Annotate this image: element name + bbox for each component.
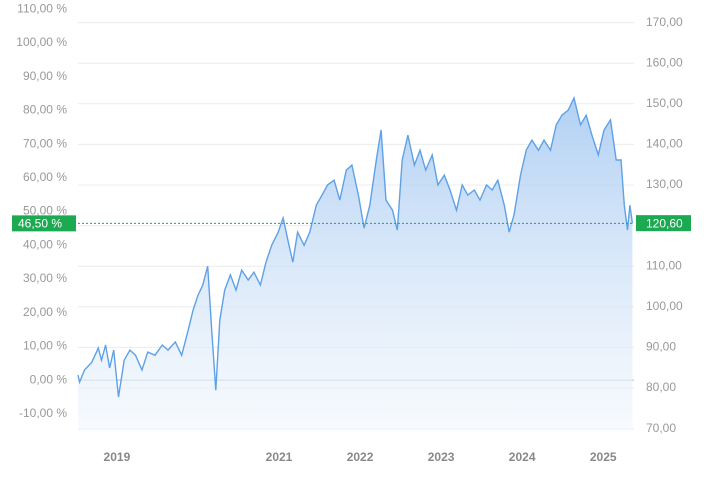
y-tick-label: 0,00 %: [30, 372, 68, 386]
y-tick-label: 60,00 %: [23, 170, 67, 184]
x-tick-label: 2023: [428, 450, 455, 464]
y2-tick-label: 130,00: [646, 177, 683, 191]
y-tick-label: 90,00 %: [23, 69, 67, 83]
y-tick-label: -10,00 %: [19, 406, 67, 420]
y2-tick-label: 80,00: [646, 380, 676, 394]
y2-tick-label: 110,00: [646, 258, 682, 272]
y-tick-label: 50,00 %: [23, 204, 67, 218]
price-line: [77, 95, 634, 398]
y2-tick-label: 100,00: [646, 299, 683, 313]
x-tick-label: 2019: [104, 450, 131, 464]
current-badge-y2: [636, 215, 691, 232]
y-tick-label: 100,00 %: [16, 35, 67, 49]
x-tick-label: 2022: [347, 450, 374, 464]
area: [78, 98, 633, 431]
y-tick-label: 70,00 %: [23, 136, 67, 150]
y-tick-label: 110,00 %: [17, 1, 67, 15]
y-tick-label: 10,00 %: [23, 339, 67, 353]
x-tick-label: 2021: [266, 450, 293, 464]
y-tick-label: 80,00 %: [23, 103, 67, 117]
current-label: 46,50 %: [18, 217, 62, 231]
current-label-y2: 120,60: [646, 216, 683, 230]
current-badge: [12, 215, 76, 232]
y-tick-label: 40,00 %: [23, 237, 67, 251]
y2-tick-label: 90,00: [646, 340, 676, 354]
y2-tick-label: 170,00: [646, 15, 683, 29]
y-tick-label: 20,00 %: [23, 305, 67, 319]
y2-tick-label: 70,00: [646, 421, 676, 435]
y2-tick-label: 150,00: [646, 96, 683, 110]
y-tick-label: 30,00 %: [23, 271, 67, 285]
y2-tick-label: 160,00: [646, 55, 683, 69]
x-tick-label: 2024: [509, 450, 536, 464]
x-tick-label: 2025: [590, 450, 617, 464]
y2-tick-label: 140,00: [646, 137, 683, 151]
